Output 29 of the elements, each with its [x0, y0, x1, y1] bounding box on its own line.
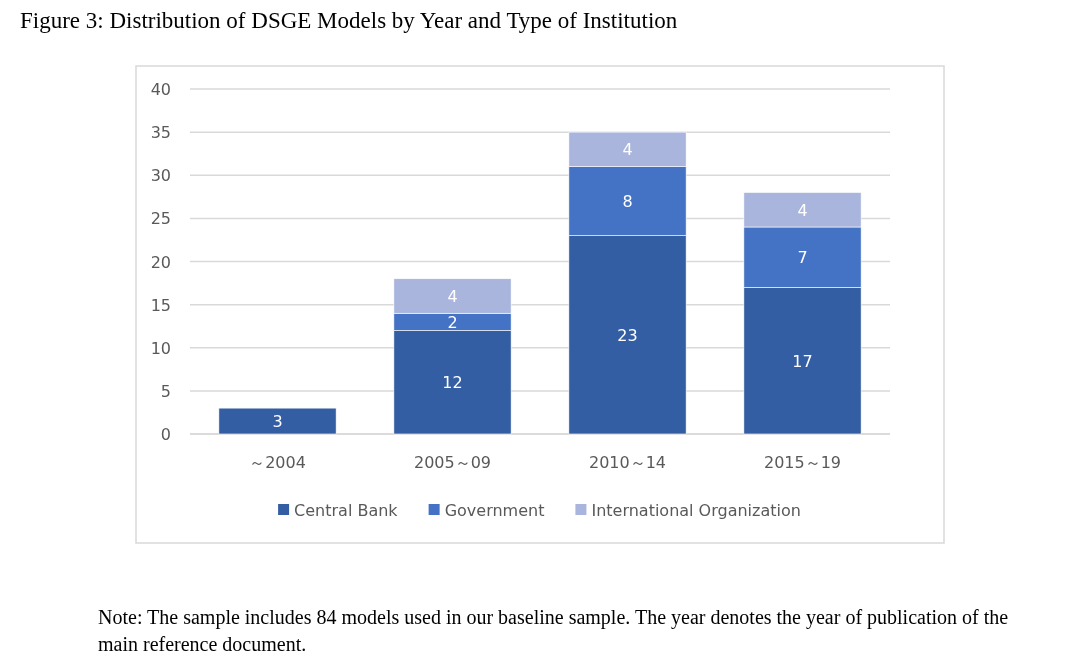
x-tick-label: 2005～09: [413, 453, 492, 472]
legend-label: Government: [444, 501, 545, 520]
chart-title: Figure 3: Distribution of DSGE Models by Year and Type of Institution: [20, 8, 678, 33]
y-tick-label: 15: [150, 295, 171, 315]
text: Note: The sample includes 84 models used in our baseline sample. The year denotes the year of publication of the main reference document.: [98, 605, 1010, 657]
y-tick-label: 20: [150, 252, 171, 272]
data-label: 23: [617, 325, 638, 345]
x-tick-label: 2015～19: [763, 453, 842, 472]
y-tick-label: 35: [150, 123, 171, 143]
y-tick-label: 40: [150, 80, 171, 99]
y-tick-label: 0: [160, 425, 171, 444]
data-label: 4: [797, 200, 808, 220]
bar: [218, 407, 337, 435]
data-label: 4: [622, 140, 633, 160]
x-tick-label: ～2004: [249, 453, 306, 472]
legend-label: International Organization: [591, 501, 801, 520]
data-label: 4: [447, 287, 458, 306]
data-label: 8: [622, 192, 633, 212]
y-tick-label: 25: [150, 209, 171, 229]
data-label: 17: [792, 351, 813, 371]
data-label: 3: [272, 412, 283, 432]
data-label: 7: [797, 248, 808, 268]
data-label: 2: [447, 312, 458, 332]
x-tick-label: 2010～14: [588, 453, 667, 472]
legend-label: Central Bank: [294, 501, 399, 520]
y-tick-label: 5: [160, 381, 171, 401]
data-label: 12: [442, 373, 463, 393]
y-tick-label: 30: [150, 166, 171, 186]
y-tick-label: 10: [150, 338, 171, 358]
